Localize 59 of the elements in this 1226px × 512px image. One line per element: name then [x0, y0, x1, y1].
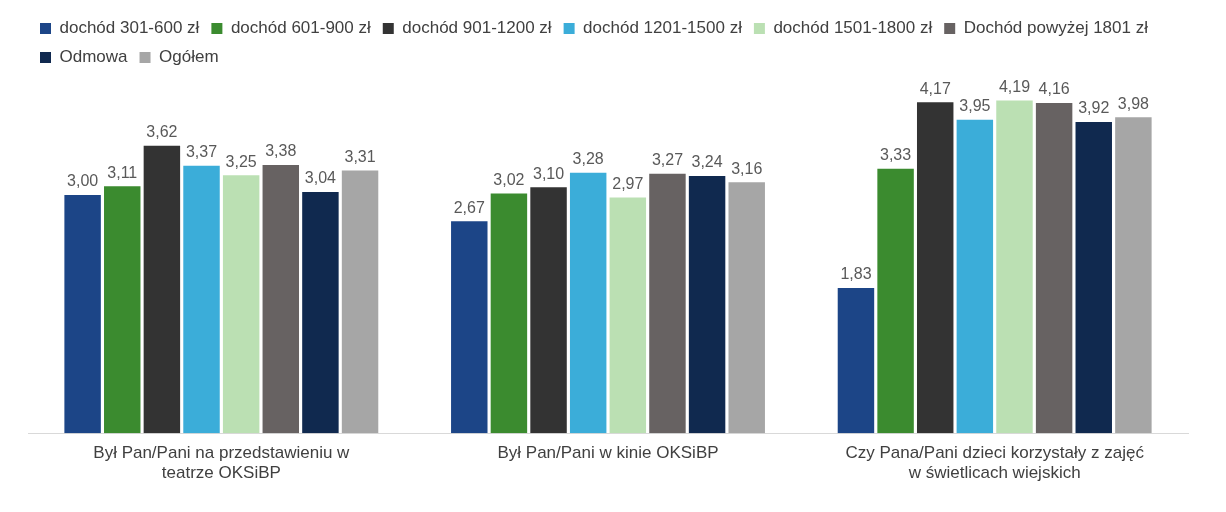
bar	[837, 287, 875, 434]
data-label: 3,28	[572, 150, 604, 168]
legend-label: dochód 901-1200 zł	[402, 18, 552, 38]
data-label: 4,19	[998, 78, 1031, 96]
data-label: 3,95	[959, 97, 991, 115]
bar	[530, 187, 567, 434]
data-label: 3,11	[107, 163, 138, 181]
data-label: 4,16	[1038, 80, 1070, 98]
bar	[688, 176, 726, 434]
data-label: 3,38	[265, 142, 297, 160]
bar	[490, 193, 528, 434]
bar	[1075, 122, 1112, 434]
data-label: 3,02	[493, 170, 525, 188]
bar	[302, 191, 339, 434]
bar	[569, 172, 607, 434]
bar	[1035, 102, 1073, 434]
legend-label: dochód 601-900 zł	[230, 18, 371, 38]
data-label: 3,62	[146, 123, 178, 141]
data-label: 3,31	[344, 147, 376, 165]
data-label: 3,37	[185, 143, 218, 161]
data-label: 2,97	[612, 174, 644, 192]
bar	[1115, 117, 1152, 434]
data-label: 3,24	[691, 153, 723, 171]
bar	[262, 164, 300, 434]
legend-label: Ogółem	[159, 47, 219, 67]
data-label: 3,10	[532, 164, 565, 182]
legend-label: dochód 1501-1800 zł	[773, 18, 933, 38]
bar	[728, 182, 765, 434]
legend-label: dochód 1201-1500 zł	[583, 18, 743, 38]
legend-label: dochód 301-600 zł	[59, 18, 200, 38]
bar	[64, 195, 101, 434]
x-tick-label: Czy Pana/Pani dzieci korzystały z zajęć w świetlicach wiejskich	[845, 443, 1145, 483]
data-label: 3,00	[67, 172, 99, 190]
data-label: 4,17	[919, 79, 951, 97]
bar	[956, 119, 994, 434]
data-label: 3,27	[651, 151, 684, 169]
bar	[183, 165, 220, 434]
legend-label: Odmowa	[59, 47, 129, 67]
bar	[143, 145, 181, 434]
bar	[996, 100, 1033, 434]
data-label: 3,25	[225, 152, 257, 170]
data-label: 3,92	[1078, 99, 1110, 117]
data-label: 3,33	[880, 146, 912, 164]
data-label: 3,04	[304, 169, 337, 187]
bar	[877, 168, 914, 434]
bar	[222, 175, 260, 434]
x-tick-label: Był Pan/Pani na przedstawieniu w teatrze OKSiBP	[93, 443, 351, 483]
data-label: 3,16	[731, 159, 763, 177]
bar	[609, 197, 647, 434]
bar	[451, 221, 488, 434]
legend-label: Dochód powyżej 1801 zł	[963, 18, 1149, 38]
x-tick-label: Był Pan/Pani w kinie OKSiBP	[497, 443, 719, 463]
bar	[341, 170, 379, 434]
data-label: 1,83	[840, 265, 872, 283]
bar	[649, 173, 686, 434]
bar	[916, 102, 954, 434]
data-label: 2,67	[453, 198, 485, 216]
bar	[104, 186, 141, 434]
data-label: 3,98	[1117, 94, 1150, 112]
